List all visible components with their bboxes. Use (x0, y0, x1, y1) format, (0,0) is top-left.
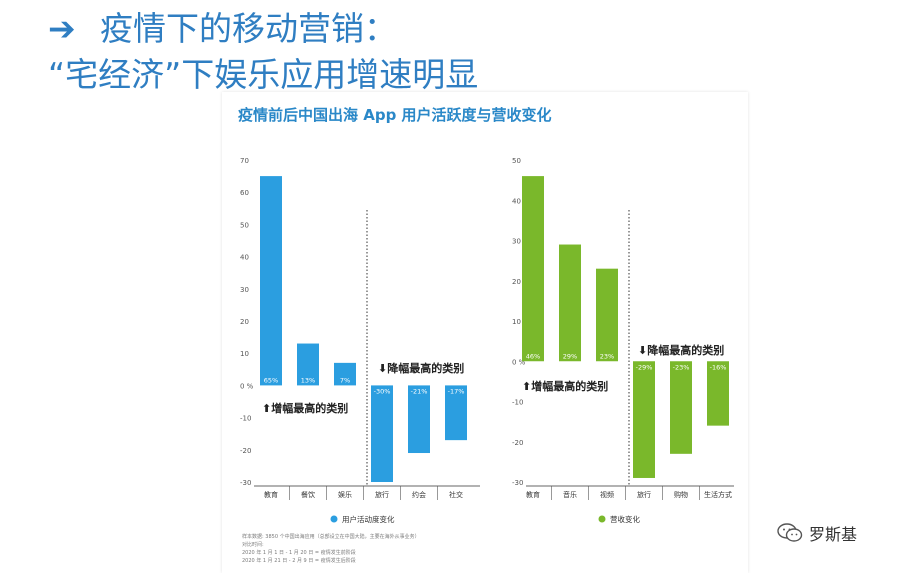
panel-title: 疫情前后中国出海 App 用户活跃度与营收变化 (238, 106, 552, 124)
right-decrease-annotation: ⬇降幅最高的类别 (638, 343, 724, 357)
slide-title: ➔ 疫情下的移动营销： “宅经济”下娱乐应用增速明显 (48, 6, 478, 98)
left-category-label: 娱乐 (338, 490, 352, 499)
right-data-label: 29% (563, 352, 577, 360)
arrow-right-icon: ➔ (48, 9, 76, 48)
left-ytick-label: -10 (240, 415, 251, 423)
left-ytick-label: 70 (240, 157, 249, 165)
right-ytick-label: 0 % (512, 358, 526, 366)
right-category-label: 购物 (674, 490, 688, 499)
right-data-label: 23% (600, 352, 614, 360)
left-data-label: -21% (411, 387, 428, 395)
left-legend-marker (330, 515, 338, 523)
left-ytick-label: -30 (240, 479, 251, 487)
left-ytick-label: -20 (240, 447, 251, 455)
left-category-label: 教育 (264, 490, 278, 499)
left-bar (408, 385, 430, 454)
right-ytick-label: 50 (512, 157, 521, 165)
left-data-label: 7% (340, 376, 350, 384)
watermark-text: 罗斯基 (809, 525, 858, 544)
title-line-2: “宅经济”下娱乐应用增速明显 (48, 55, 479, 94)
right-category-label: 旅行 (637, 490, 651, 499)
left-data-label: 65% (264, 376, 278, 384)
right-ytick-label: -30 (512, 479, 523, 487)
left-data-label: -17% (448, 387, 465, 395)
wechat-icon (777, 523, 803, 542)
footnote-4: 2020 年 1 月 21 日 - 2 月 9 日 = 疫情发生后阶段 (242, 558, 356, 564)
right-data-label: -16% (710, 363, 727, 371)
left-data-label: 13% (301, 376, 315, 384)
left-bar (445, 385, 467, 441)
right-ytick-label: 30 (512, 238, 521, 246)
left-ytick-label: 10 (240, 350, 249, 358)
left-legend-label: 用户活动度变化 (342, 514, 395, 524)
footnote-2: 对比时间: (242, 542, 264, 548)
right-ytick-label: -20 (512, 439, 523, 447)
left-category-label: 餐饮 (301, 490, 315, 499)
left-category-label: 旅行 (375, 490, 389, 499)
left-bar (334, 362, 356, 386)
charts-svg: 70 60 50 40 30 20 10 0 % -10 -20 -30 65% 教育 13% 餐饮 7% 娱乐… (240, 157, 734, 524)
right-increase-annotation: ⬆增幅最高的类别 (522, 379, 608, 393)
footnote-1: 样本数据: 3850 个中国出海应用（总部设立在中国大陆，主要在海外从事业务） (242, 534, 420, 540)
left-ytick-label: 60 (240, 189, 249, 197)
left-ytick-label: 40 (240, 254, 249, 262)
right-ytick-label: 40 (512, 197, 521, 205)
left-ytick-label: 30 (240, 286, 249, 294)
title-line-1: ➔ 疫情下的移动营销： (48, 6, 478, 52)
left-decrease-annotation: ⬇降幅最高的类别 (378, 361, 464, 375)
right-data-label: -29% (636, 363, 653, 371)
left-bar (297, 343, 319, 386)
left-category-label: 社交 (449, 490, 463, 499)
right-category-label: 教育 (526, 490, 540, 499)
left-bar (260, 176, 282, 386)
right-data-label: -23% (673, 363, 690, 371)
left-increase-annotation: ⬆增幅最高的类别 (262, 401, 348, 415)
right-bar (596, 268, 618, 362)
right-bar (633, 361, 655, 478)
right-data-label: 46% (526, 352, 540, 360)
right-category-label: 视频 (600, 490, 614, 499)
chart-panel: 疫情前后中国出海 App 用户活跃度与营收变化 70 60 50 40 30 20 10 0 … (222, 92, 748, 573)
title-line-1-text: 疫情下的移动营销： (100, 9, 397, 48)
left-data-label: -30% (374, 387, 391, 395)
left-ytick-label: 50 (240, 221, 249, 229)
left-ytick-label: 0 % (240, 382, 254, 390)
watermark: 罗斯基 (777, 521, 857, 545)
footnote-3: 2020 年 1 月 1 日 - 1 月 20 日 = 疫情发生前阶段 (242, 550, 356, 556)
right-category-label: 音乐 (563, 490, 577, 499)
left-ytick-label: 20 (240, 318, 249, 326)
right-bar (707, 361, 729, 426)
right-legend-marker (598, 515, 606, 523)
left-bar (371, 385, 393, 482)
right-legend-label: 营收变化 (610, 514, 640, 524)
right-bar (670, 361, 692, 454)
right-bar (522, 176, 544, 362)
right-bar (559, 244, 581, 362)
left-category-label: 约会 (412, 490, 426, 499)
right-category-label: 生活方式 (704, 490, 732, 499)
right-ytick-label: 10 (512, 318, 521, 326)
right-ytick-label: 20 (512, 278, 521, 286)
right-ytick-label: -10 (512, 399, 523, 407)
